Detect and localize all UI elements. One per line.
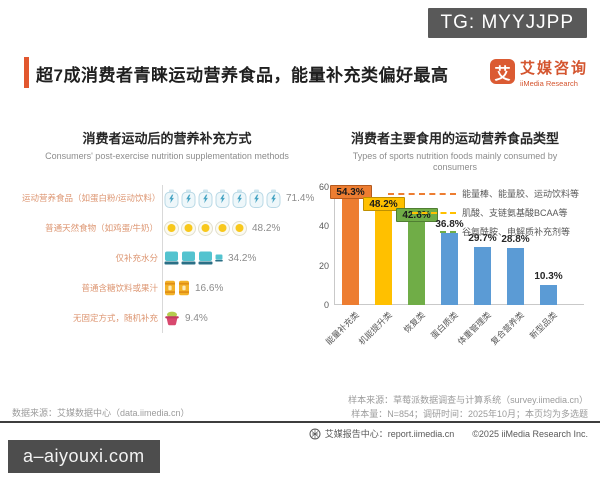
legend-entry: 能量棒、能量胶、运动饮料等 [378,184,579,203]
water-cup-icon [198,251,213,265]
legend-label: 谷氨酰胺、电解质补充剂等 [462,227,571,237]
bar [441,232,458,305]
energy-bottle-icon [249,189,264,208]
bar-chart-legend: 能量棒、能量胶、运动饮料等 肌酸、支链氨基酸BCAA等 谷氨酰胺、电解质补充剂等 [378,184,579,241]
fried-egg-icon [198,220,213,236]
legend-dash-line [412,211,456,214]
header: 超7成消费者青睐运动营养食品，能量补充类偏好最高 艾 艾媒咨询 iiMedia … [0,55,600,97]
icon-group [158,251,223,265]
energy-bottle-icon [181,189,196,208]
footer-divider [0,421,600,423]
bar [408,221,425,305]
logo-name-cn: 艾媒咨询 [520,60,589,77]
icon-group [158,310,180,326]
bar [507,248,524,305]
pictogram-rows: 运动营养食品（如蛋白粉/运动饮料） 71.4% 普通天然食物（如鸡蛋/牛奶） 48.2… [22,183,315,335]
bar [474,246,491,305]
energy-bottle-icon [198,189,213,208]
sugary-drink-can-icon [178,280,190,296]
bar-chart-subtitle: Types of sports nutrition foods mainly c… [352,151,558,173]
pictogram-row: 运动营养食品（如蛋白粉/运动饮料） 71.4% [22,183,315,213]
iimedia-report-icon [309,428,321,440]
pictogram-axis-line [162,185,163,333]
bar-value-chip: 48.2% [362,197,405,212]
legend-dash-line [388,192,456,195]
y-axis-line [334,187,335,305]
page-title: 超7成消费者青睐运动营养食品，能量补充类偏好最高 [36,66,449,85]
fried-egg-icon [164,220,179,236]
energy-bottle-icon [215,189,230,208]
icon-group [158,189,281,208]
legend-label: 肌酸、支链氨基酸BCAA等 [462,208,568,218]
random-pot-icon [164,310,180,326]
y-tick-label: 20 [318,260,329,271]
energy-bottle-icon [164,189,179,208]
copyright-text: ©2025 iiMedia Research Inc. [472,428,588,439]
report-center-text: 艾媒报告中心：report.iimedia.cn [324,429,455,439]
pictogram-row: 普通含糖饮料或果汁 16.6% [22,273,312,303]
legend-entry: 谷氨酰胺、电解质补充剂等 [378,222,579,241]
category-label: 普通含糖饮料或果汁 [81,283,158,293]
bar-plot: 0 20 40 60 54.3% 48.2% 42.6% 36.8% 29.7% 28.8% 10.… [312,182,590,310]
legend-dash-line [440,230,456,233]
y-tick-label: 0 [323,300,329,310]
pictogram-chart: 消费者运动后的营养补充方式 Consumers' post-exercise n… [22,128,315,378]
category-label: 普通天然食物（如鸡蛋/牛奶） [45,223,158,233]
value-label: 48.2% [252,222,281,234]
x-axis-line [334,304,584,305]
iimedia-logo-icon: 艾 [490,59,515,84]
sample-info: 样本量：N=854；调研时间：2025年10月；本页均为多选题 [351,409,588,419]
bar-value-label: 28.8% [501,234,530,246]
pictogram-row: 无固定方式，随机补充 9.4% [22,303,312,333]
tg-watermark-badge: TG: MYYJJPP [427,8,587,38]
water-cup-icon [181,251,196,265]
title-accent-bar [24,57,29,88]
category-label: 仅补充水分 [115,253,158,263]
bar [540,284,557,305]
sample-source: 样本来源：草莓派数据调查与计算系统（survey.iimedia.cn） [348,395,588,405]
icon-group [158,220,247,236]
value-label: 34.2% [228,252,257,264]
energy-bottle-icon [232,189,247,208]
site-watermark-badge: a–aiyouxi.com [8,440,160,473]
bar-chart: 消费者主要食用的运动营养食品类型 Types of sports nutriti… [312,128,598,378]
legend-entry: 肌酸、支链氨基酸BCAA等 [378,203,579,222]
pictogram-row: 仅补充水分 34.2% [22,243,312,273]
icon-group [158,280,190,296]
category-label: 运动营养食品（如蛋白粉/运动饮料） [22,193,161,203]
fried-egg-icon [181,220,196,236]
category-label: 无固定方式，随机补充 [72,313,158,323]
pictogram-row: 普通天然食物（如鸡蛋/牛奶） 48.2% [22,213,312,243]
bar-value-chip: 54.3% [329,185,372,200]
iimedia-logo: 艾 艾媒咨询 iiMedia Research [490,57,588,88]
report-center-line: 艾媒报告中心：report.iimedia.cn ©2025 iiMedia R… [309,427,588,440]
pictogram-chart-subtitle: Consumers' post-exercise nutrition suppl… [45,151,289,161]
energy-bottle-icon [266,189,281,208]
bar-value-label: 36.8% [435,218,464,230]
logo-name-en: iiMedia Research [520,79,578,88]
water-cup-icon [215,251,223,265]
bar-value-label: 10.3% [534,270,563,282]
y-tick-label: 60 [318,182,329,192]
y-tick-label: 40 [318,221,329,232]
bar [342,198,359,305]
data-source-left: 数据来源：艾媒数据中心（data.iimedia.cn） [12,408,190,418]
value-label: 16.6% [195,282,224,294]
value-label: 9.4% [185,312,208,324]
pictogram-chart-title: 消费者运动后的营养补充方式 [82,131,252,146]
value-label: 71.4% [286,192,315,204]
water-cup-icon [164,251,179,265]
fried-egg-icon [232,220,247,236]
bar-chart-title: 消费者主要食用的运动营养食品类型 [350,131,559,146]
legend-label: 能量棒、能量胶、运动饮料等 [462,189,580,199]
sugary-drink-can-icon [164,280,176,296]
bar [375,210,392,305]
bar-value-label: 29.7% [468,232,497,244]
fried-egg-icon [215,220,230,236]
